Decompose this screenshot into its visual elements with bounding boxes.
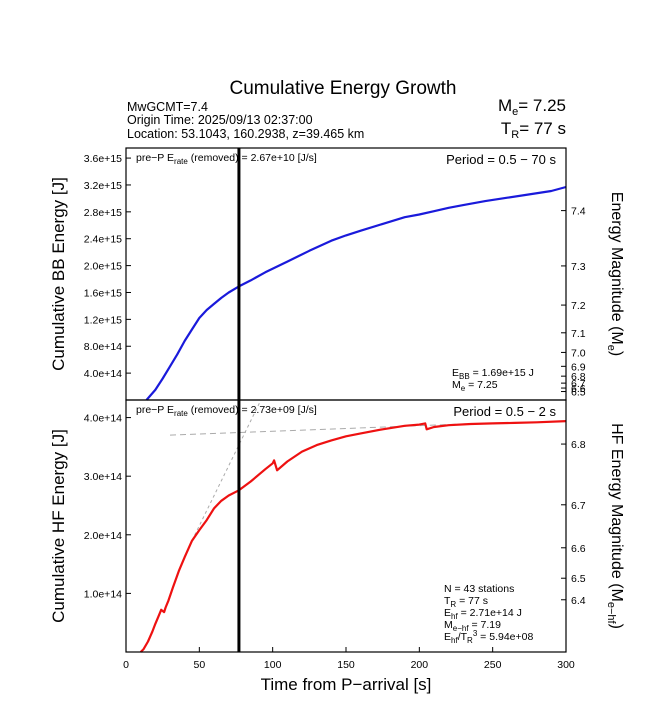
hf-labels: 1.0e+14 2.0e+14 3.0e+14 4.0e+14 6.4 6.5 6.6 6.7… — [49, 404, 625, 694]
annotation-line: Me−hf = 7.19 — [444, 619, 501, 633]
period-label: Period = 0.5 − 2 s — [453, 404, 556, 419]
y-axis-label: Cumulative BB Energy [J] — [49, 177, 68, 371]
hf-energy-panel: 1.0e+14 2.0e+14 3.0e+14 4.0e+14 6.4 6.5 6.6 6.7… — [49, 399, 625, 694]
x-tick-label: 300 — [557, 659, 575, 671]
y-tick-label: 2.8e+15 — [84, 207, 122, 219]
y-tick-label: 2.0e+15 — [84, 261, 122, 273]
figure-title: Cumulative Energy Growth — [229, 78, 456, 99]
annotation-line: Ehf/TR3 = 5.94e+08 — [444, 629, 533, 645]
y-tick-label: 2.4e+15 — [84, 234, 122, 246]
x-tick-label: 50 — [193, 659, 205, 671]
magnitude-tick-label: 6.6 — [571, 543, 586, 555]
magnitude-tick-label: 6.9 — [571, 361, 586, 373]
me-summary-text: Me= 7.25 — [498, 96, 566, 118]
location-text: Location: 53.1043, 160.2938, z=39.465 km — [127, 127, 364, 141]
magnitude-tick-label: 7.2 — [571, 300, 586, 312]
x-tick-label: 200 — [411, 659, 429, 671]
magnitude-tick-label: 6.8 — [571, 439, 586, 451]
pre-p-rate-label: pre−P Erate (removed) = 2.73e+09 [J/s] — [136, 404, 317, 418]
magnitude-tick-label: 6.5 — [571, 573, 586, 585]
annotation-line: Me = 7.25 — [452, 379, 498, 393]
y-tick-label: 8.0e+14 — [84, 341, 122, 353]
y-tick-label: 4.0e+14 — [84, 413, 122, 425]
magnitude-tick-label: 6.7 — [571, 500, 586, 512]
bb-frame — [125, 147, 567, 401]
magnitude-tick-label: 7.4 — [571, 206, 586, 218]
x-tick-label: 150 — [337, 659, 355, 671]
x-tick-label: 250 — [484, 659, 502, 671]
origin-time-text: Origin Time: 2025/09/13 02:37:00 — [127, 113, 313, 127]
y-tick-label: 1.0e+14 — [84, 588, 122, 600]
magnitude-tick-label: 7.3 — [571, 261, 586, 273]
magnitude-tick-label: 7.0 — [571, 347, 586, 359]
bb-energy-panel: 4.0e+14 8.0e+14 1.2e+15 1.6e+15 2.0e+15 2.4e+… — [49, 147, 625, 401]
right-axis-label: Energy Magnitude (Me) — [605, 192, 625, 356]
y-tick-label: 3.6e+15 — [84, 153, 122, 165]
y-tick-label: 1.2e+15 — [84, 314, 122, 326]
y-tick-label: 2.0e+14 — [84, 530, 122, 542]
magnitude-tick-label: 6.6 — [571, 383, 586, 395]
y-tick-label: 1.6e+15 — [84, 287, 122, 299]
hf-frame — [125, 399, 567, 653]
y-tick-label: 3.2e+15 — [84, 180, 122, 192]
hf-energy-line — [139, 420, 567, 653]
annotation-line: N = 43 stations — [444, 583, 514, 595]
x-tick-label: 0 — [123, 659, 129, 671]
hf-marks — [139, 399, 567, 653]
magnitude-tick-label: 6.8 — [571, 371, 586, 383]
event-magnitude-text: MwGCMT=7.4 — [127, 100, 208, 114]
tr-summary-text: TR= 77 s — [501, 119, 566, 141]
magnitude-tick-label: 6.5 — [571, 387, 586, 399]
bb-energy-line — [145, 185, 567, 401]
bb-marks — [145, 148, 567, 401]
plateau-guide-line — [169, 422, 479, 436]
annotation-line: EBB = 1.69e+15 J — [452, 367, 534, 381]
slope-guide-line — [191, 399, 262, 541]
bb-labels: 4.0e+14 8.0e+14 1.2e+15 1.6e+15 2.0e+15 2.4e+… — [49, 152, 625, 399]
right-axis-label: HF Energy Magnitude (Me−hf) — [605, 423, 625, 629]
y-axis-label: Cumulative HF Energy [J] — [49, 429, 68, 623]
pre-p-rate-label: pre−P Erate (removed) = 2.67e+10 [J/s] — [136, 152, 317, 166]
magnitude-tick-label: 6.7 — [571, 378, 586, 390]
magnitude-tick-label: 6.4 — [571, 595, 586, 607]
bb-axes — [126, 157, 566, 393]
period-label: Period = 0.5 − 70 s — [446, 152, 556, 167]
x-tick-label: 100 — [264, 659, 282, 671]
y-tick-label: 4.0e+14 — [84, 368, 122, 380]
x-axis-label: Time from P−arrival [s] — [261, 675, 432, 694]
annotation-line: TR = 77 s — [444, 595, 488, 609]
y-tick-label: 3.0e+14 — [84, 471, 122, 483]
magnitude-tick-label: 7.1 — [571, 328, 586, 340]
annotation-line: Ehf = 2.71e+14 J — [444, 607, 522, 621]
